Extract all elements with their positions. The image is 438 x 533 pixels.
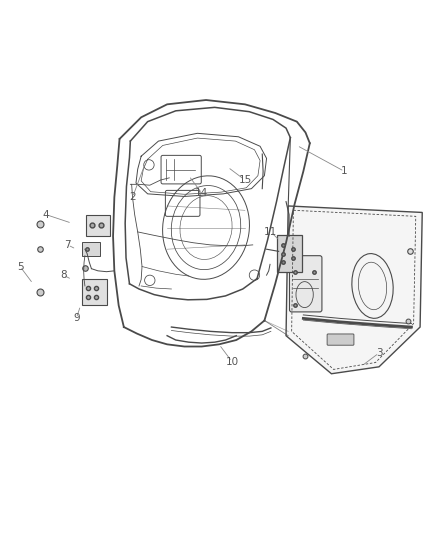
FancyBboxPatch shape: [82, 279, 107, 305]
FancyBboxPatch shape: [86, 215, 110, 236]
Text: 7: 7: [64, 240, 71, 250]
Text: 5: 5: [17, 262, 23, 271]
FancyBboxPatch shape: [290, 256, 322, 312]
Text: 3: 3: [376, 348, 382, 358]
Text: 9: 9: [73, 313, 80, 324]
Polygon shape: [286, 206, 422, 374]
Text: 15: 15: [238, 175, 251, 185]
Text: 8: 8: [60, 270, 67, 280]
Text: 14: 14: [195, 188, 208, 198]
Text: 1: 1: [341, 166, 348, 176]
FancyBboxPatch shape: [276, 236, 302, 272]
Text: 4: 4: [43, 209, 49, 220]
Text: 11: 11: [264, 227, 278, 237]
Text: 2: 2: [129, 192, 136, 203]
Text: 10: 10: [226, 357, 239, 367]
FancyBboxPatch shape: [82, 243, 100, 256]
FancyBboxPatch shape: [327, 334, 354, 345]
